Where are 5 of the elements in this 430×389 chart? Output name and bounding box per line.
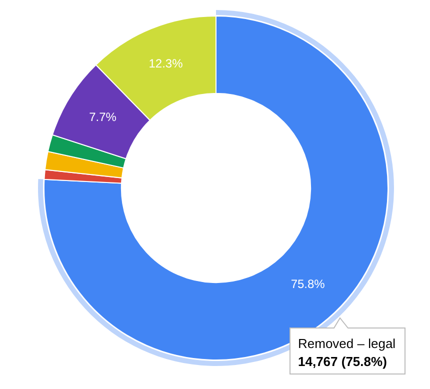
data-label: 7.7% (89, 110, 117, 124)
data-label: 75.8% (290, 276, 326, 291)
text: 14,767 (75.8%) (298, 354, 387, 369)
slice-label: Removed – legal (298, 336, 396, 351)
data-label: 12.3% (148, 56, 184, 71)
